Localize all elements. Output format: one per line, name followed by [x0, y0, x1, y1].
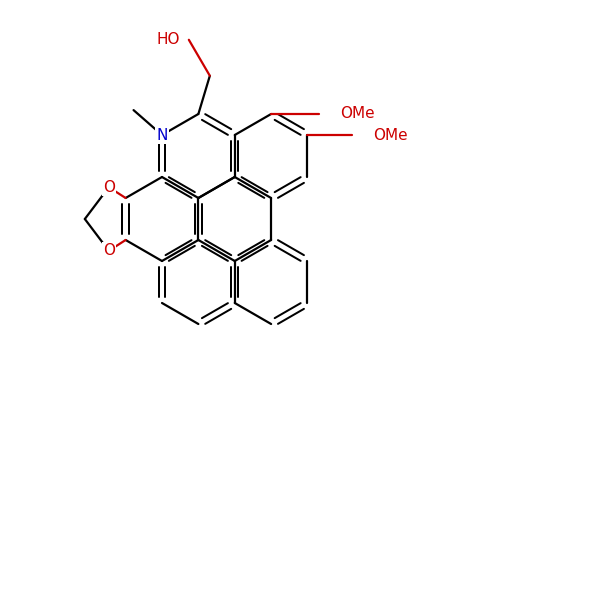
Text: HO: HO [157, 32, 180, 47]
Text: O: O [103, 180, 115, 194]
Text: N: N [157, 128, 167, 143]
Text: OMe: OMe [340, 107, 375, 121]
Text: OMe: OMe [373, 128, 408, 143]
Text: O: O [103, 243, 115, 258]
